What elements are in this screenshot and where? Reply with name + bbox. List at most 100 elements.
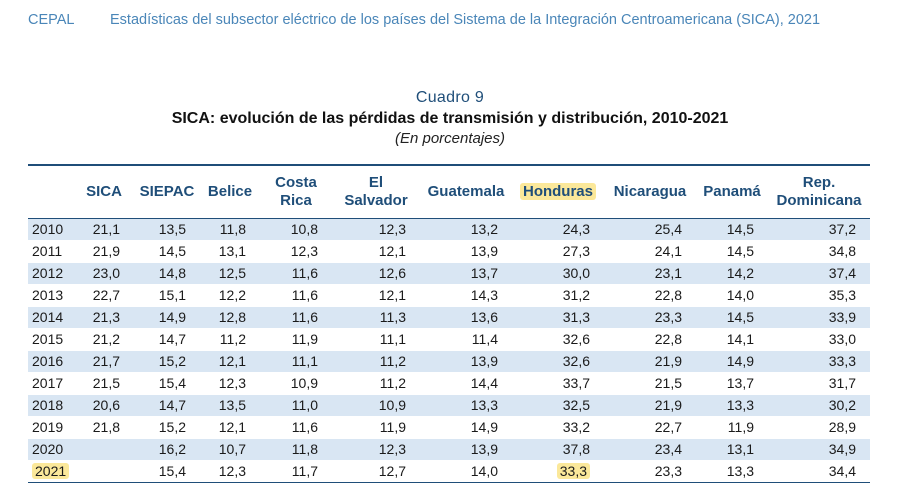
cell-text: 15,1 xyxy=(158,287,186,303)
value-cell: 23,0 xyxy=(74,262,134,285)
value-cell: 13,2 xyxy=(420,218,512,241)
year-cell: 2014 xyxy=(28,306,74,329)
value-cell: 11,2 xyxy=(332,372,420,395)
cell-text: 37,8 xyxy=(562,441,590,457)
table-body: 2010 21,1 13,5 11,8 10,8 12,3 13,2 24,3 25,4 14,5… xyxy=(28,218,870,483)
cell-text: 11,6 xyxy=(291,265,318,281)
value-cell: 14,2 xyxy=(696,262,768,285)
cell-text: 21,5 xyxy=(654,375,682,391)
column-header: Panamá xyxy=(696,166,768,219)
value-cell: 12,6 xyxy=(332,262,420,285)
column-header: SICA xyxy=(74,166,134,219)
value-cell: 12,1 xyxy=(332,240,420,263)
cell-text: 23,1 xyxy=(654,265,682,281)
value-cell: 14,8 xyxy=(134,262,200,285)
value-cell: 11,4 xyxy=(420,328,512,351)
value-cell: 13,7 xyxy=(420,262,512,285)
value-cell: 11,3 xyxy=(332,306,420,329)
column-header-label: Panamá xyxy=(703,183,761,200)
year-cell: 2020 xyxy=(28,438,74,461)
cell-text: 11,0 xyxy=(291,397,318,413)
cell-text: 24,3 xyxy=(562,221,590,237)
column-header-label: Guatemala xyxy=(428,183,505,200)
value-cell: 31,3 xyxy=(512,306,604,329)
cell-text: 12,7 xyxy=(378,463,406,479)
cell-text: 2015 xyxy=(32,331,64,347)
value-cell: 13,9 xyxy=(420,438,512,461)
cell-text: 32,6 xyxy=(562,331,590,347)
column-header-line1: Panamá xyxy=(703,183,761,200)
value-cell: 34,9 xyxy=(768,438,870,461)
value-cell: 21,7 xyxy=(74,350,134,373)
cell-text: 15,4 xyxy=(158,375,186,391)
column-header-label: Belice xyxy=(208,183,252,200)
table-title: SICA: evolución de las pérdidas de trans… xyxy=(171,110,729,127)
value-cell: 13,1 xyxy=(696,438,768,461)
value-cell: 23,1 xyxy=(604,262,696,285)
value-cell: 33,7 xyxy=(512,372,604,395)
cell-text: 33,3 xyxy=(828,353,856,369)
value-cell: 11,8 xyxy=(260,438,332,461)
value-cell: 21,5 xyxy=(604,372,696,395)
column-header: SIEPAC xyxy=(134,166,200,219)
cell-text: 11,9 xyxy=(291,331,318,347)
value-cell: 14,5 xyxy=(696,218,768,241)
value-cell: 34,8 xyxy=(768,240,870,263)
cell-text: 2016 xyxy=(32,353,64,369)
value-cell: 24,3 xyxy=(512,218,604,241)
cell-text: 21,9 xyxy=(654,353,682,369)
cell-text: 34,8 xyxy=(828,243,856,259)
cell-text: 14,4 xyxy=(470,375,498,391)
cell-text: 11,6 xyxy=(291,287,318,303)
value-cell: 13,3 xyxy=(420,394,512,417)
cell-text: 14,5 xyxy=(158,243,186,259)
cell-text: 2018 xyxy=(32,397,64,413)
value-cell: 10,9 xyxy=(260,372,332,395)
cell-text: 15,4 xyxy=(158,463,186,479)
cell-text: 14,5 xyxy=(726,243,754,259)
cell-text: 13,5 xyxy=(158,221,186,237)
value-cell: 23,3 xyxy=(604,460,696,483)
year-cell: 2017 xyxy=(28,372,74,395)
cell-text: 32,5 xyxy=(562,397,590,413)
column-header-label: Nicaragua xyxy=(614,183,687,200)
cell-text: 12,1 xyxy=(378,287,406,303)
cell-text: 2011 xyxy=(32,243,63,259)
cell-text: 11,1 xyxy=(379,331,406,347)
cell-text: 2013 xyxy=(32,287,64,303)
cell-text: 21,9 xyxy=(92,243,120,259)
cell-text: 11,7 xyxy=(291,463,318,479)
cell-text: 12,3 xyxy=(218,375,246,391)
cell-text: 31,7 xyxy=(828,375,856,391)
value-cell: 13,6 xyxy=(420,306,512,329)
value-cell: 15,4 xyxy=(134,460,200,483)
cell-text: 30,2 xyxy=(828,397,856,413)
value-cell: 31,7 xyxy=(768,372,870,395)
value-cell: 14,5 xyxy=(134,240,200,263)
cell-text: 12,1 xyxy=(378,243,406,259)
value-cell: 23,3 xyxy=(604,306,696,329)
cell-text: 28,9 xyxy=(828,419,856,435)
value-cell: 12,3 xyxy=(200,460,260,483)
value-cell: 12,7 xyxy=(332,460,420,483)
value-cell: 10,9 xyxy=(332,394,420,417)
value-cell: 14,3 xyxy=(420,284,512,307)
value-cell: 27,3 xyxy=(512,240,604,263)
cell-text: 11,2 xyxy=(379,353,406,369)
cell-text: 34,9 xyxy=(828,441,856,457)
cell-text: 14,9 xyxy=(158,309,186,325)
cell-text: 14,5 xyxy=(726,221,754,237)
cell-text: 24,1 xyxy=(654,243,682,259)
value-cell: 13,5 xyxy=(200,394,260,417)
value-cell: 12,5 xyxy=(200,262,260,285)
value-cell: 33,3 xyxy=(768,350,870,373)
column-header-line1: Rep. xyxy=(802,174,836,191)
column-header: El Salvador xyxy=(332,166,420,219)
value-cell: 11,7 xyxy=(260,460,332,483)
table-row: 2019 21,8 15,2 12,1 11,6 11,9 14,9 33,2 22,7 11,9… xyxy=(28,416,870,439)
value-cell: 33,0 xyxy=(768,328,870,351)
value-cell: 11,1 xyxy=(260,350,332,373)
cell-text: 33,3 xyxy=(556,463,590,479)
value-cell: 22,8 xyxy=(604,284,696,307)
cell-text: 33,2 xyxy=(562,419,590,435)
